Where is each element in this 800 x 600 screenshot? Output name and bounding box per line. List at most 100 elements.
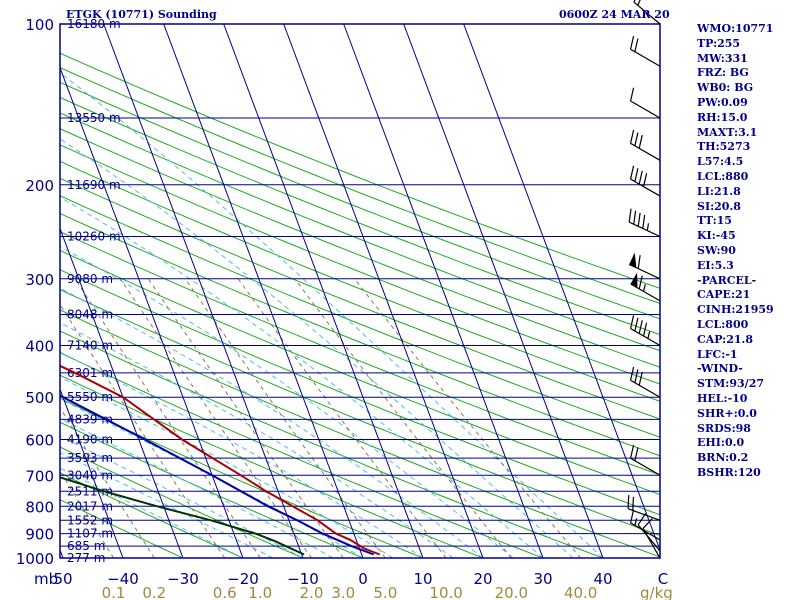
wind-barb-staff bbox=[630, 48, 661, 67]
pressure-axis-label: mb bbox=[34, 570, 58, 588]
wind-barb bbox=[629, 35, 661, 67]
wind-barb bbox=[629, 315, 661, 347]
temperature-tick-label: 10 bbox=[413, 570, 432, 588]
wind-barb-pennant bbox=[629, 252, 637, 268]
wind-barb-feather bbox=[637, 0, 641, 6]
isotherm bbox=[343, 24, 544, 558]
index-item: TT:15 bbox=[697, 214, 732, 228]
isotherm bbox=[0, 24, 3, 558]
isotherm bbox=[60, 387, 124, 558]
index-item: LFC:-1 bbox=[697, 347, 738, 361]
mixing-ratio-label: 5.0 bbox=[373, 584, 397, 600]
wind-barb-staff bbox=[627, 508, 661, 521]
pressure-tick-label: 500 bbox=[25, 389, 54, 407]
wind-barb-pennant bbox=[630, 272, 638, 288]
pressure-tick-label: 600 bbox=[25, 432, 54, 450]
wind-barb bbox=[628, 208, 661, 238]
wind-barb bbox=[627, 495, 661, 521]
index-item: FRZ: BG bbox=[697, 66, 749, 80]
height-label: 3040 m bbox=[67, 468, 113, 482]
pressure-tick-label: 1000 bbox=[16, 550, 54, 568]
index-item: TP:255 bbox=[697, 36, 741, 50]
mixing-ratio-line bbox=[60, 469, 114, 558]
mixing-ratio-label: 40.0 bbox=[564, 584, 597, 600]
index-item: SRDS:98 bbox=[697, 421, 751, 435]
wind-barb-feather bbox=[629, 87, 635, 102]
wind-barb-feather bbox=[637, 255, 641, 269]
index-item: TH:5273 bbox=[697, 140, 751, 154]
index-item: WB0: BG bbox=[697, 81, 754, 95]
pressure-tick-label: 400 bbox=[25, 338, 54, 356]
wind-barb-half-feather bbox=[634, 518, 638, 526]
mixing-ratio-line bbox=[60, 303, 226, 558]
pressure-tick-label: 200 bbox=[25, 177, 54, 195]
wind-barb-staff bbox=[630, 100, 661, 119]
pressure-tick-label: 100 bbox=[25, 16, 54, 34]
wind-barb-feather bbox=[638, 134, 643, 149]
height-label: 1552 m bbox=[67, 513, 113, 527]
wind-barb-feather bbox=[629, 315, 635, 329]
height-label: 685 m bbox=[67, 539, 105, 553]
isotherm bbox=[463, 24, 660, 552]
index-item: SW:90 bbox=[697, 243, 736, 257]
height-label: 11690 m bbox=[67, 178, 121, 192]
wind-barb-staff bbox=[628, 221, 661, 238]
wind-barb-feather bbox=[638, 170, 643, 185]
pressure-tick-label: 300 bbox=[25, 271, 54, 289]
height-label: 4190 m bbox=[67, 433, 113, 447]
height-label: 7140 m bbox=[67, 339, 113, 353]
index-item: RH:15.0 bbox=[697, 110, 748, 124]
isotherm bbox=[163, 24, 364, 558]
wind-barb-staff bbox=[630, 379, 661, 398]
pressure-tick-label: 800 bbox=[25, 498, 54, 516]
index-item: HEL:-10 bbox=[697, 391, 748, 405]
height-label: 6301 m bbox=[67, 366, 113, 380]
index-item: SI:20.8 bbox=[697, 199, 741, 213]
wind-barb bbox=[628, 252, 661, 280]
index-item: L57:4.5 bbox=[697, 155, 744, 169]
wind-barb-feather bbox=[629, 509, 635, 524]
mixing-ratio-label: 1.0 bbox=[248, 584, 272, 600]
temperature-tick-label: 30 bbox=[533, 570, 552, 588]
index-item: KI:-45 bbox=[697, 229, 736, 243]
height-label: 2511 m bbox=[67, 484, 113, 498]
wind-barb-staff bbox=[630, 522, 661, 541]
temperature-tick-label: −30 bbox=[167, 570, 199, 588]
index-item: SHR+:0.0 bbox=[697, 406, 757, 420]
index-item: LI:21.8 bbox=[697, 184, 741, 198]
height-label: 2017 m bbox=[67, 499, 113, 513]
temperature-tick-label: 20 bbox=[473, 570, 492, 588]
mixing-ratio-label: 10.0 bbox=[429, 584, 462, 600]
index-item: STM:93/27 bbox=[697, 377, 764, 391]
wind-barb-staff bbox=[630, 178, 661, 197]
height-label: 9080 m bbox=[67, 272, 113, 286]
mixing-ratio-label: 20.0 bbox=[495, 584, 528, 600]
wind-barb-staff bbox=[630, 142, 661, 161]
index-item: LCL:880 bbox=[697, 169, 749, 183]
wind-barb-staff bbox=[630, 327, 661, 347]
wind-barb bbox=[629, 366, 661, 398]
indices-panel: WMO:10771 TP:255 MW:331 FRZ: BG WB0: BG PW:0.… bbox=[697, 22, 797, 481]
wind-barb-feather bbox=[628, 208, 632, 223]
index-item: MW:331 bbox=[697, 51, 748, 65]
index-item: -WIND- bbox=[697, 362, 743, 376]
temperature-trace bbox=[60, 364, 381, 556]
wind-barb-feather bbox=[634, 38, 639, 52]
height-label: 5550 m bbox=[67, 390, 113, 404]
temperature-tick-label: −40 bbox=[107, 570, 139, 588]
index-item: CAPE:21 bbox=[697, 288, 751, 302]
wind-barb bbox=[629, 129, 661, 161]
wind-barb-feather bbox=[629, 35, 635, 50]
wind-barb-half-feather bbox=[646, 223, 650, 231]
index-item: -PARCEL- bbox=[697, 273, 757, 287]
index-item: EI:5.3 bbox=[697, 258, 734, 272]
temperature-tick-label: −20 bbox=[227, 570, 259, 588]
index-item: LCL:800 bbox=[697, 317, 749, 331]
isotherm bbox=[403, 24, 604, 558]
mixing-ratio-label: 0.2 bbox=[142, 584, 166, 600]
wind-barb bbox=[629, 509, 661, 541]
wind-barb bbox=[629, 444, 661, 476]
pressure-tick-label: 900 bbox=[25, 526, 54, 544]
mixing-ratio-unit: g/kg bbox=[640, 584, 673, 600]
